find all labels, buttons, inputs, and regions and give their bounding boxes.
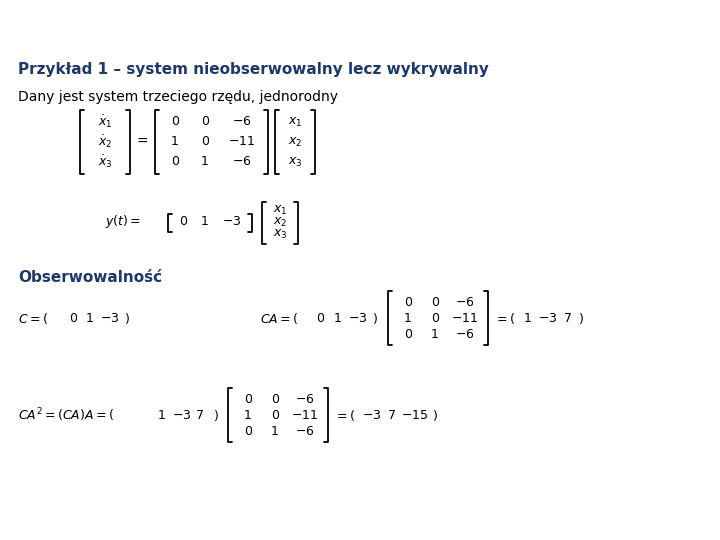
Text: $-$6: $-$6 <box>233 116 252 129</box>
Text: $-$6: $-$6 <box>295 393 315 406</box>
Text: $x_3$: $x_3$ <box>288 156 302 168</box>
Text: $-$3: $-$3 <box>539 312 558 325</box>
Text: 0: 0 <box>179 215 187 228</box>
Text: 0: 0 <box>431 295 439 308</box>
Text: ©  Kazimierz Duzinkiewicz, dr hab. inż., prof. nadzw. PG: © Kazimierz Duzinkiewicz, dr hab. inż., … <box>9 515 320 525</box>
Text: 0: 0 <box>404 295 412 308</box>
Text: $-$15: $-$15 <box>401 409 428 422</box>
Text: $x_1$: $x_1$ <box>273 204 287 217</box>
Text: 1: 1 <box>404 312 412 325</box>
Text: $)$: $)$ <box>578 310 584 326</box>
Text: $y(t) =$: $y(t) =$ <box>105 213 141 231</box>
Text: $\dot{x}_1$: $\dot{x}_1$ <box>98 113 112 130</box>
Text: 1: 1 <box>171 136 179 148</box>
Text: $x_2$: $x_2$ <box>273 215 287 228</box>
Text: Katedra Inżynierii Systemów Sterowania: Katedra Inżynierii Systemów Sterowania <box>410 515 636 525</box>
Text: 1: 1 <box>158 409 166 422</box>
Text: $-$11: $-$11 <box>292 409 318 422</box>
Text: $\dot{x}_3$: $\dot{x}_3$ <box>98 154 112 170</box>
Text: 0: 0 <box>244 424 252 437</box>
Text: 1: 1 <box>334 312 342 325</box>
Text: Dany jest system trzeciego rzędu, jednorodny: Dany jest system trzeciego rzędu, jednor… <box>18 90 338 104</box>
Text: $x_2$: $x_2$ <box>288 136 302 148</box>
Text: 0: 0 <box>404 328 412 341</box>
Text: $= ($: $= ($ <box>494 310 516 326</box>
Text: 1: 1 <box>201 215 209 228</box>
Text: $C = ($: $C = ($ <box>18 310 48 326</box>
Text: 1: 1 <box>86 312 94 325</box>
Text: $-$6: $-$6 <box>455 328 474 341</box>
Text: 0: 0 <box>171 156 179 168</box>
Text: 0: 0 <box>171 116 179 129</box>
Text: $-$11: $-$11 <box>228 136 256 148</box>
Text: $)$: $)$ <box>372 310 378 326</box>
Text: $\dot{x}_2$: $\dot{x}_2$ <box>98 134 112 150</box>
Text: $)$: $)$ <box>213 408 219 422</box>
Text: $-$6: $-$6 <box>233 156 252 168</box>
Text: 2: 2 <box>703 514 711 526</box>
Text: $-$3: $-$3 <box>362 409 382 422</box>
Text: 7: 7 <box>196 409 204 422</box>
Text: 1: 1 <box>524 312 532 325</box>
Text: 1: 1 <box>271 424 279 437</box>
Text: 0: 0 <box>201 116 209 129</box>
Text: Teoria sterowania  2016/2017: Teoria sterowania 2016/2017 <box>9 14 184 26</box>
Text: $CA = ($: $CA = ($ <box>260 310 299 326</box>
Text: 0: 0 <box>69 312 77 325</box>
Text: $)$: $)$ <box>124 310 130 326</box>
Text: $)$: $)$ <box>432 408 438 422</box>
Text: 1: 1 <box>244 409 252 422</box>
Text: $-$11: $-$11 <box>451 312 479 325</box>
Text: $-$3: $-$3 <box>222 215 242 228</box>
Text: $-$6: $-$6 <box>455 295 474 308</box>
Text: 0: 0 <box>271 409 279 422</box>
Text: $-$3: $-$3 <box>172 409 192 422</box>
Text: 0: 0 <box>431 312 439 325</box>
Text: 1: 1 <box>431 328 439 341</box>
Text: 1: 1 <box>201 156 209 168</box>
Text: Obserwowalność: Obserwowalność <box>18 270 162 285</box>
Text: $CA^2 = (CA)A = ($: $CA^2 = (CA)A = ($ <box>18 406 114 424</box>
Text: 0: 0 <box>316 312 324 325</box>
Text: $x_1$: $x_1$ <box>288 116 302 129</box>
Text: 0: 0 <box>244 393 252 406</box>
Text: $= ($: $= ($ <box>334 408 355 422</box>
Text: 7: 7 <box>388 409 396 422</box>
Text: Przykład 1 – system nieobserwowalny lecz wykrywalny: Przykład 1 – system nieobserwowalny lecz… <box>18 62 489 77</box>
Text: Sterowanie – użycie obserwatorów pełnych II: Sterowanie – użycie obserwatorów pełnych… <box>446 14 711 26</box>
Text: =: = <box>136 135 148 149</box>
Text: $-$3: $-$3 <box>100 312 120 325</box>
Text: 7: 7 <box>564 312 572 325</box>
Text: $-$6: $-$6 <box>295 424 315 437</box>
Text: $-$3: $-$3 <box>348 312 368 325</box>
Text: $x_3$: $x_3$ <box>273 227 287 240</box>
Text: 0: 0 <box>271 393 279 406</box>
Text: 0: 0 <box>201 136 209 148</box>
